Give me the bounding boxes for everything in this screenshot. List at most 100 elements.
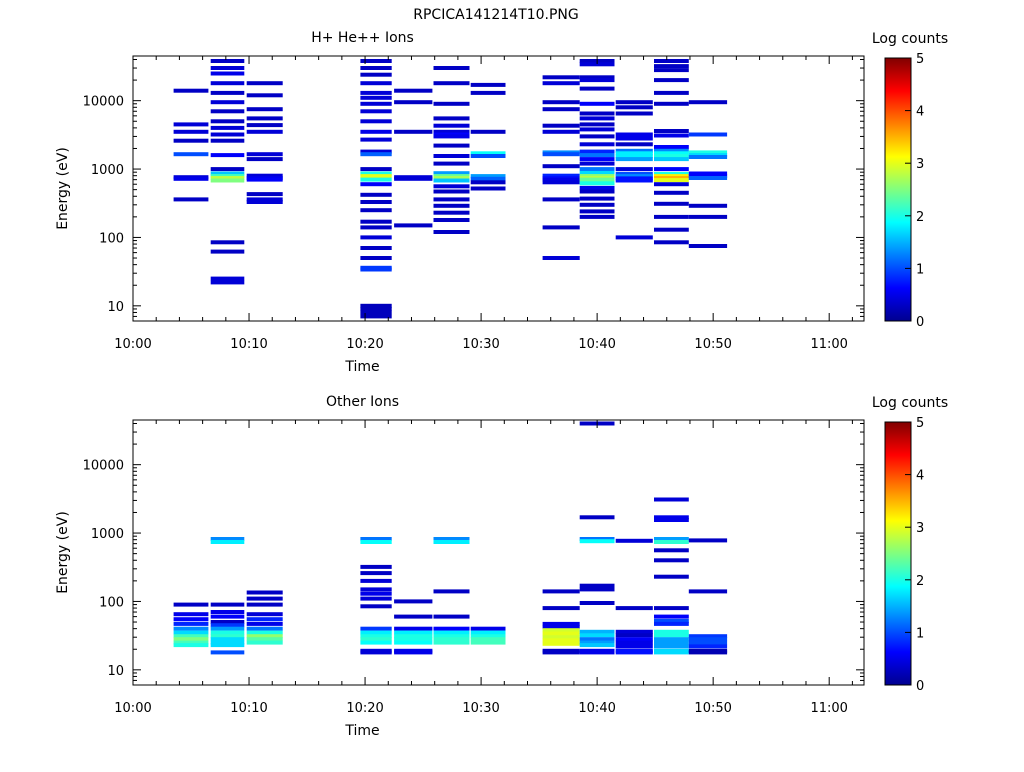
spectrogram-cell (433, 176, 470, 180)
spectrogram-cell (360, 587, 392, 592)
spectrogram-cell (654, 182, 689, 187)
spectrogram-cell (654, 90, 689, 95)
spectrogram-cell (654, 148, 689, 153)
spectrogram-cell (360, 314, 392, 319)
spectrogram-cell (542, 606, 580, 611)
spectrogram-cell (470, 630, 506, 635)
spectrogram-cell (579, 86, 615, 91)
spectrogram-cell (579, 111, 615, 116)
spectrogram-cell (654, 537, 689, 541)
spectrogram-cell (360, 540, 392, 544)
spectrogram-cell (654, 540, 689, 544)
spectrogram-cell (210, 276, 245, 281)
spectrogram-cell (433, 116, 470, 121)
spectrogram-cell (615, 171, 653, 176)
spectrogram-cell (246, 129, 283, 134)
x-axis-label: Time (344, 359, 379, 375)
spectrogram-cell (688, 640, 728, 645)
colorbar-tick-label: 1 (916, 626, 924, 641)
spectrogram-cell (360, 225, 392, 230)
spectrogram-cell (615, 650, 653, 655)
spectrogram-cell (360, 95, 392, 100)
colorbar-tick-label: 3 (916, 521, 924, 536)
spectrogram-cell (210, 640, 245, 645)
spectrogram-cell (579, 185, 615, 190)
spectrogram-cell (246, 596, 283, 601)
spectrogram-cell (246, 634, 283, 639)
spectrogram-cell (246, 152, 283, 157)
spectrogram-cell (654, 515, 689, 520)
spectrogram-cell (360, 208, 392, 213)
spectrogram-cell (173, 637, 209, 642)
spectrogram-cell (579, 601, 615, 605)
spectrogram-cell (210, 71, 245, 76)
plot-frame (132, 419, 865, 686)
spectrogram-cell (654, 145, 689, 149)
spectrogram-cell (688, 150, 728, 155)
y-tick-label: 10 (107, 300, 124, 315)
spectrogram-cell (360, 81, 392, 86)
spectrogram-cell (210, 59, 245, 63)
spectrogram-cell (360, 591, 392, 596)
spectrogram-cell (542, 173, 580, 178)
spectrogram-cell (433, 184, 470, 189)
spectrogram-cell (654, 59, 689, 63)
spectrogram-cell (360, 303, 392, 308)
spectrogram-cell (579, 101, 615, 106)
spectrogram-cell (433, 634, 470, 639)
spectrogram-cell (433, 189, 470, 194)
spectrogram-cell (654, 214, 689, 219)
spectrogram-cell (433, 178, 470, 183)
spectrogram-cell (579, 127, 615, 132)
spectrogram-cell (360, 101, 392, 106)
spectrogram-cell (210, 66, 245, 70)
spectrogram-cell (246, 116, 283, 121)
colorbar-gradient (884, 57, 912, 322)
y-tick-label: 1000 (91, 163, 124, 178)
spectrogram-cell (542, 197, 580, 202)
spectrogram-cell (654, 78, 689, 83)
spectrogram-cell (688, 634, 728, 639)
y-axis-label: Energy (eV) (55, 147, 71, 230)
colorbar-label: Log counts (872, 395, 948, 411)
spectrogram-cell (579, 157, 615, 162)
spectrogram-cell (579, 181, 615, 186)
spectrogram-cell (394, 640, 433, 645)
spectrogram-cell (542, 641, 580, 646)
spectrogram-cell (470, 186, 506, 191)
spectrogram-cell (433, 230, 470, 234)
spectrogram-cell (210, 540, 245, 544)
spectrogram-cell (360, 177, 392, 182)
spectrogram-cell (654, 176, 689, 180)
spectrogram-cell (394, 88, 433, 93)
spectrogram-cell (470, 129, 506, 134)
spectrogram-cell (615, 176, 653, 181)
spectrogram-cell (654, 633, 689, 638)
y-tick-label: 10000 (83, 459, 124, 474)
spectrogram-cell (542, 638, 580, 643)
x-tick-label: 10:20 (346, 701, 383, 716)
spectrogram-cell (360, 637, 392, 642)
spectrogram-cell (360, 634, 392, 639)
spectrogram-cell (579, 209, 615, 214)
spectrogram-cell (579, 153, 615, 158)
colorbar: Log counts 0 1 2 3 4 5 (872, 31, 948, 330)
spectrogram-cell (615, 174, 653, 179)
spectrogram-cell (654, 201, 689, 206)
spectrogram-cell (394, 176, 433, 181)
spectrogram-cell (360, 256, 392, 260)
spectrogram-cell (615, 167, 653, 172)
spectrogram-cell (360, 267, 392, 272)
spectrogram-cell (210, 178, 245, 183)
chart-panel-1: 10:00 10:10 10:20 10:30 10:40 10:50 11:0010100… (55, 30, 948, 375)
spectrogram-cell (433, 537, 470, 541)
spectrogram-cell (360, 307, 392, 311)
spectrogram-cell (360, 174, 392, 179)
spectrogram-cell (173, 612, 209, 617)
spectrogram-cell (688, 176, 728, 180)
spectrogram-cell (210, 626, 245, 631)
spectrogram-cell (246, 637, 283, 642)
colorbar-tick-label: 4 (916, 469, 924, 484)
spectrogram-cell (394, 634, 433, 639)
colorbar: Log counts 0 1 2 3 4 5 (872, 395, 948, 694)
